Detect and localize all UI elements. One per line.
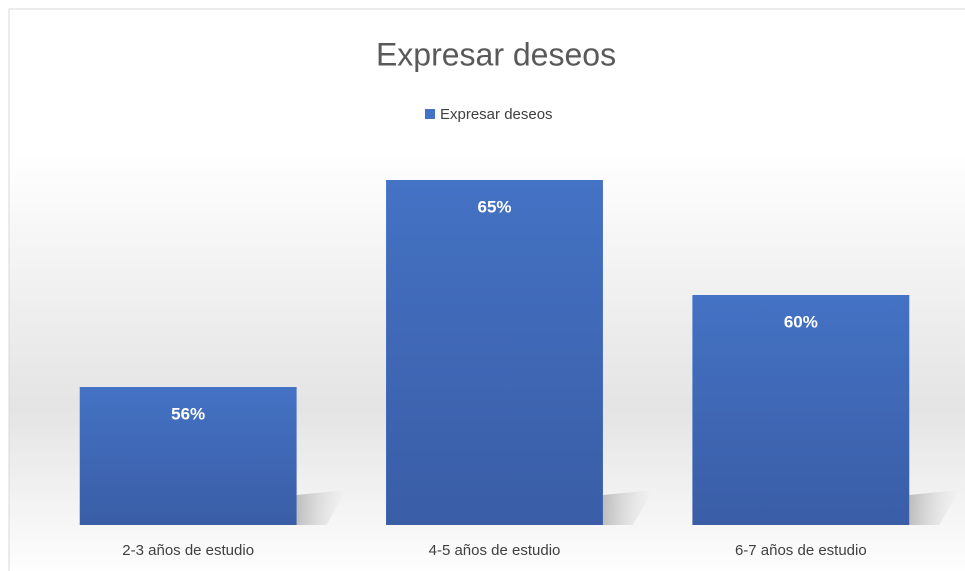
- legend-label: Expresar deseos: [440, 106, 553, 123]
- bar: [79, 387, 297, 525]
- bar-shadow: [296, 490, 347, 525]
- bar-shadow: [602, 490, 653, 525]
- data-label: 56%: [171, 404, 205, 423]
- x-tick-label: 4-5 años de estudio: [429, 542, 561, 559]
- chart-title: Expresar deseos: [376, 36, 616, 72]
- bar: [692, 295, 910, 525]
- x-tick-label: 2-3 años de estudio: [122, 542, 254, 559]
- legend-swatch: [425, 109, 435, 119]
- x-tick-label: 6-7 años de estudio: [735, 542, 867, 559]
- data-label: 60%: [784, 312, 818, 331]
- data-label: 65%: [477, 197, 511, 216]
- bar-shadow: [909, 490, 960, 525]
- legend: Expresar deseos: [425, 106, 553, 123]
- bar: [386, 180, 603, 525]
